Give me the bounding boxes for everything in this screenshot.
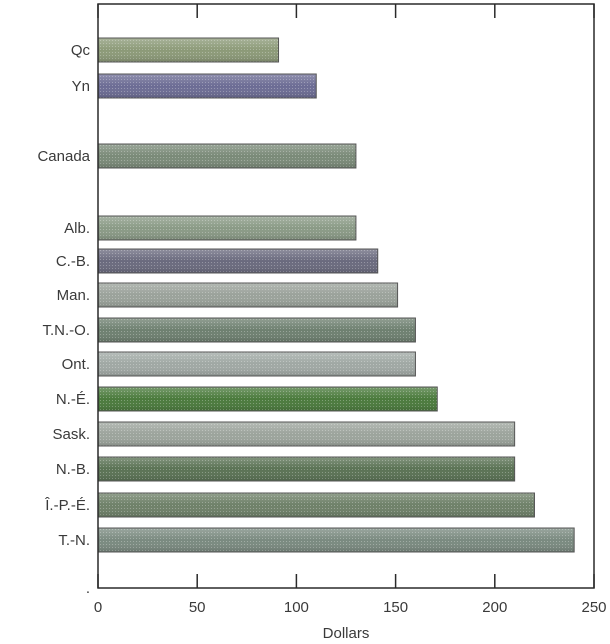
bar-sheen bbox=[98, 352, 416, 376]
category-label: Man. bbox=[57, 287, 90, 304]
bar-sheen bbox=[98, 216, 356, 240]
x-tick-label: 200 bbox=[482, 599, 507, 616]
bar-sheen bbox=[98, 74, 317, 98]
bar-sheen bbox=[98, 493, 535, 517]
category-label: . bbox=[86, 580, 90, 597]
bar-sheen bbox=[98, 387, 438, 411]
category-label: Qc bbox=[71, 42, 91, 59]
bar-sheen bbox=[98, 457, 515, 481]
category-label: Alb. bbox=[64, 220, 90, 237]
category-label: Yn bbox=[72, 78, 90, 95]
x-axis-ticks bbox=[97, 4, 595, 588]
x-tick-label: 150 bbox=[383, 599, 408, 616]
category-label: Ont. bbox=[62, 356, 90, 373]
bar-sheen bbox=[98, 422, 515, 446]
x-tick-label: 0 bbox=[94, 599, 102, 616]
category-label: C.-B. bbox=[56, 253, 90, 270]
x-axis-tick-labels: 0 50 100 150 200 250 bbox=[94, 599, 607, 616]
bar-sheen bbox=[98, 318, 416, 342]
category-label: T.-N. bbox=[58, 532, 90, 549]
bar-sheen bbox=[98, 283, 398, 307]
x-tick-label: 50 bbox=[189, 599, 206, 616]
category-label: Canada bbox=[37, 148, 90, 165]
x-axis-title: Dollars bbox=[323, 625, 370, 642]
category-labels: Qc Yn Canada Alb. C.-B. Man. T.N.-O. Ont. N.-É. S… bbox=[37, 42, 90, 597]
bar-sheen bbox=[98, 38, 279, 62]
bar-sheen bbox=[98, 144, 356, 168]
bar-sheen bbox=[98, 528, 575, 552]
x-tick-label: 250 bbox=[581, 599, 606, 616]
category-label: Î.-P.-É. bbox=[44, 497, 90, 514]
bar-sheen bbox=[98, 249, 378, 273]
bars-group bbox=[97, 37, 575, 553]
plot-frame bbox=[97, 3, 595, 589]
x-tick-label: 100 bbox=[284, 599, 309, 616]
category-label: N.-B. bbox=[56, 461, 90, 478]
category-label: T.N.-O. bbox=[43, 322, 91, 339]
category-label: N.-É. bbox=[56, 391, 90, 408]
category-label: Sask. bbox=[52, 426, 90, 443]
